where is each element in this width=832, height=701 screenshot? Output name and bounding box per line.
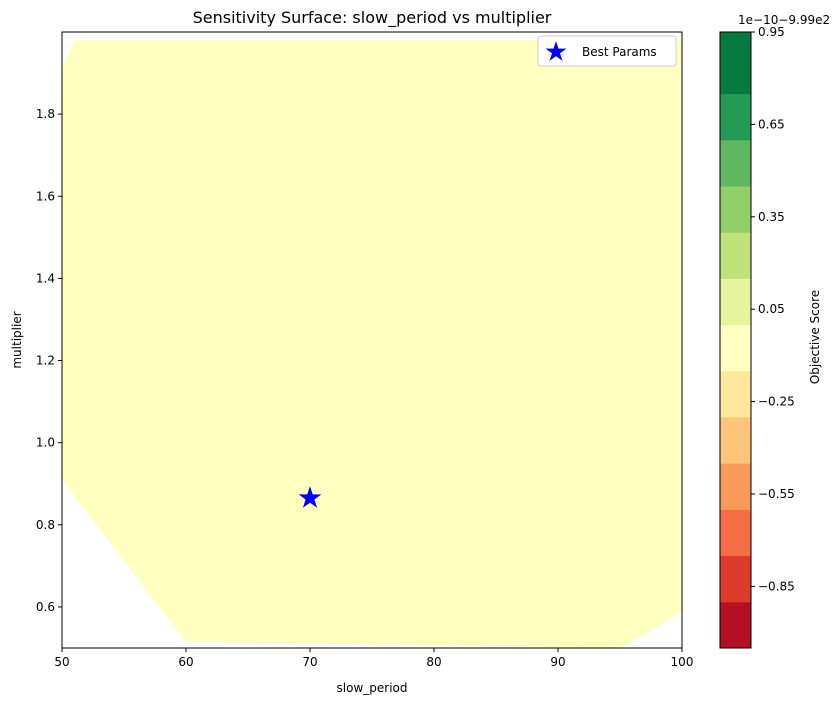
x-tick-label: 50 <box>54 655 69 669</box>
x-tick-label: 100 <box>671 655 694 669</box>
colorbar-offset-text: 1e−10−9.99e2 <box>738 13 830 27</box>
y-tick-label: 0.6 <box>36 600 55 614</box>
legend-label: Best Params <box>582 45 657 59</box>
best-params-star <box>298 486 322 508</box>
colorbar-label: Objective Score <box>808 290 822 384</box>
colorbar-tick-label: 0.65 <box>758 117 785 131</box>
colorbar-tick-label: −0.85 <box>758 579 795 593</box>
colorbar-tick-label: 0.35 <box>758 210 785 224</box>
colorbar-level <box>720 324 751 372</box>
colorbar-level <box>720 509 751 557</box>
colorbar-level <box>720 32 751 95</box>
colorbar-level <box>720 463 751 510</box>
colorbar-level <box>720 139 751 187</box>
colorbar-tick-label: 0.05 <box>758 302 785 316</box>
colorbar-level <box>720 370 751 418</box>
colorbar-tick-label: −0.55 <box>758 487 795 501</box>
colorbar-level <box>720 93 751 141</box>
y-tick-label: 1.0 <box>36 436 55 450</box>
legend-box <box>537 35 677 67</box>
legend-star <box>545 41 567 61</box>
colorbar: −0.85 −0.55 −0.25 0.05 0.35 0.65 0.95 1e−10−9.… <box>719 13 830 649</box>
x-tick-label: 80 <box>426 655 441 669</box>
colorbar-level <box>720 232 751 279</box>
x-axis-ticks: 50 60 70 80 90 100 <box>54 648 693 669</box>
colorbar-level <box>720 601 751 649</box>
y-axis-ticks: 0.6 0.8 1.0 1.2 1.4 1.6 1.8 <box>36 107 62 614</box>
colorbar-level <box>720 186 751 233</box>
colorbar-tick-label: −0.25 <box>758 395 795 409</box>
y-tick-label: 1.4 <box>36 271 55 285</box>
y-tick-label: 1.2 <box>36 354 55 368</box>
colorbar-levels <box>720 32 751 649</box>
colorbar-level <box>720 555 751 603</box>
colorbar-frame <box>719 31 752 649</box>
y-tick-label: 1.6 <box>36 189 55 203</box>
x-axis-label: slow_period <box>337 681 408 695</box>
colorbar-ticks: −0.85 −0.55 −0.25 0.05 0.35 0.65 0.95 <box>751 25 795 593</box>
x-tick-label: 60 <box>178 655 193 669</box>
y-tick-label: 1.8 <box>36 107 55 121</box>
plot-area <box>61 31 683 649</box>
colorbar-level <box>720 417 751 464</box>
y-axis-label: multiplier <box>10 311 24 368</box>
colorbar-level <box>720 278 751 326</box>
legend-star-icon <box>545 41 567 61</box>
best-params-marker <box>298 486 322 508</box>
sensitivity-surface <box>62 40 682 648</box>
chart-title: Sensitivity Surface: slow_period vs mult… <box>193 8 552 28</box>
colorbar-tick-label: 0.95 <box>758 25 785 39</box>
x-tick-label: 70 <box>302 655 317 669</box>
legend: Best Params <box>537 35 677 67</box>
plot-frame <box>61 31 683 649</box>
x-tick-label: 90 <box>550 655 565 669</box>
y-tick-label: 0.8 <box>36 518 55 532</box>
